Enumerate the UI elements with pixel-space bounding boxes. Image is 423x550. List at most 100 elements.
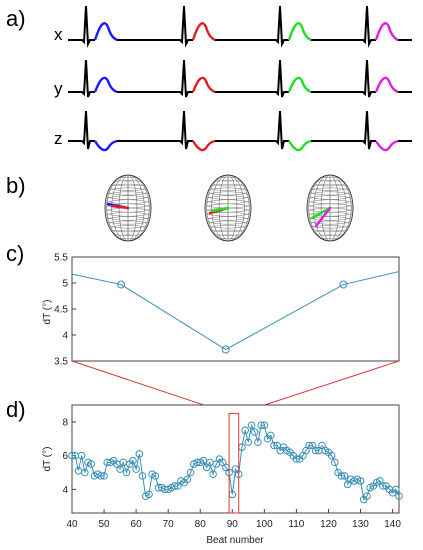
beat-chart-point <box>311 446 320 455</box>
vcg-globe-1 <box>104 174 152 242</box>
beat-chart-xtick-label: 80 <box>195 519 207 530</box>
beat-chart-xlabel: Beat number <box>206 535 264 546</box>
beat-chart-xtick-label: 120 <box>320 519 337 530</box>
beat-chart-xtick-label: 50 <box>98 519 110 530</box>
t-wave <box>93 139 118 152</box>
zoom-chart-ylabel: dT (°) <box>42 300 53 325</box>
ecg-panel: x y z <box>54 5 412 152</box>
beat-chart-xtick-label: 140 <box>384 519 401 530</box>
beat-chart-point <box>270 441 278 450</box>
ecg-trace-z <box>68 110 412 152</box>
beat-chart-xtick-label: 40 <box>66 519 78 530</box>
t-wave <box>191 139 216 152</box>
lead-label-x: x <box>54 25 63 44</box>
beat-chart-point <box>340 472 349 480</box>
panel-label-d: d) <box>6 397 26 422</box>
beat-chart-point <box>241 426 249 435</box>
vcg-vector <box>314 206 332 228</box>
vcg-globe-3 <box>306 174 354 242</box>
panel-label-c: c) <box>6 241 24 266</box>
panel-label-a: a) <box>6 6 26 31</box>
beat-chart-point <box>116 465 124 473</box>
beat-chart-point <box>331 458 339 467</box>
beat-chart-point <box>257 421 265 430</box>
vcg-vector <box>310 206 332 220</box>
vcg-vector <box>210 206 230 213</box>
beat-chart-point <box>186 468 195 477</box>
beat-chart-point <box>395 492 403 500</box>
beat-chart-xtick-label: 110 <box>288 519 304 530</box>
beat-chart-markers <box>68 421 403 504</box>
t-wave <box>374 22 399 42</box>
zoom-chart-point <box>117 280 126 289</box>
vcg-panel <box>104 174 354 242</box>
beat-chart-point <box>363 492 371 500</box>
t-wave <box>287 139 312 152</box>
beat-chart-point <box>170 482 179 490</box>
beat-chart-point <box>68 451 76 460</box>
zoom-chart-markers <box>117 280 348 354</box>
globe-outline <box>306 174 354 242</box>
zoom-chart: 3.5 4 4.5 5 5.5 dT (°) <box>42 253 400 368</box>
ecg-baseline <box>68 5 412 48</box>
t-wave <box>374 76 399 94</box>
beat-chart-point <box>266 431 275 440</box>
ecg-trace-x <box>68 5 412 48</box>
beat-chart-point <box>356 477 365 485</box>
zoom-chart-ytick-label: 4.5 <box>54 305 68 316</box>
beat-chart-zoom-box <box>228 412 240 514</box>
beat-chart-point <box>151 472 160 480</box>
beat-chart-point <box>132 465 140 473</box>
beat-chart-point <box>247 421 256 430</box>
beat-chart-point <box>305 441 314 450</box>
zoom-chart-series-line <box>71 271 400 351</box>
zoom-chart-yticks: 3.5 4 4.5 5 5.5 <box>54 253 76 368</box>
beat-chart-point <box>138 472 147 480</box>
lead-label-y: y <box>54 79 63 98</box>
beat-chart-point <box>254 438 262 446</box>
ecg-baseline <box>68 110 412 150</box>
beat-chart-ylabel: dT (°) <box>42 447 53 472</box>
globe-outline <box>204 174 252 242</box>
ecg-trace-y <box>68 59 412 98</box>
zoom-chart-point <box>221 345 230 354</box>
beat-chart-point <box>292 455 301 463</box>
t-wave <box>374 139 399 152</box>
beat-chart-point <box>209 470 217 478</box>
beat-chart-point <box>81 468 89 477</box>
lead-label-z: z <box>54 129 63 148</box>
beat-chart-point <box>135 450 144 458</box>
beat-chart-xticks: 40 50 60 70 80 90 100 110 120 130 140 <box>66 509 401 530</box>
beat-chart-xtick-label: 100 <box>256 519 273 530</box>
beat-chart-ytick-label: 8 <box>62 417 68 428</box>
beat-chart: 40 50 60 70 80 90 100 110 120 130 140 4 6 8 Beat num… <box>42 404 403 546</box>
zoom-chart-ytick-label: 4 <box>62 331 68 342</box>
beat-chart-point <box>391 485 400 494</box>
ecg-baseline <box>68 59 412 98</box>
zoom-chart-point <box>339 280 348 289</box>
zoom-chart-ytick-label: 5 <box>62 279 68 290</box>
t-wave <box>191 22 216 42</box>
beat-chart-point <box>327 451 336 460</box>
t-wave <box>287 76 312 94</box>
beat-chart-point <box>379 482 387 490</box>
t-wave <box>93 76 118 94</box>
beat-chart-xtick-label: 60 <box>131 519 143 530</box>
beat-chart-point <box>97 472 105 480</box>
beat-chart-point <box>337 472 346 480</box>
vcg-vector <box>110 204 130 210</box>
beat-chart-point <box>244 438 253 446</box>
t-wave <box>93 22 118 42</box>
beat-chart-point <box>77 451 86 460</box>
zoom-chart-frame <box>71 256 400 362</box>
vcg-globe-2 <box>204 174 252 242</box>
beat-chart-point <box>250 428 259 436</box>
t-wave <box>191 76 216 94</box>
beat-chart-point <box>183 475 192 484</box>
beat-chart-xtick-label: 90 <box>227 519 239 530</box>
zoom-chart-ytick-label: 5.5 <box>54 253 68 264</box>
panel-label-b: b) <box>6 173 26 198</box>
zoom-chart-ytick-label: 3.5 <box>54 357 68 368</box>
beat-chart-point <box>145 490 153 499</box>
